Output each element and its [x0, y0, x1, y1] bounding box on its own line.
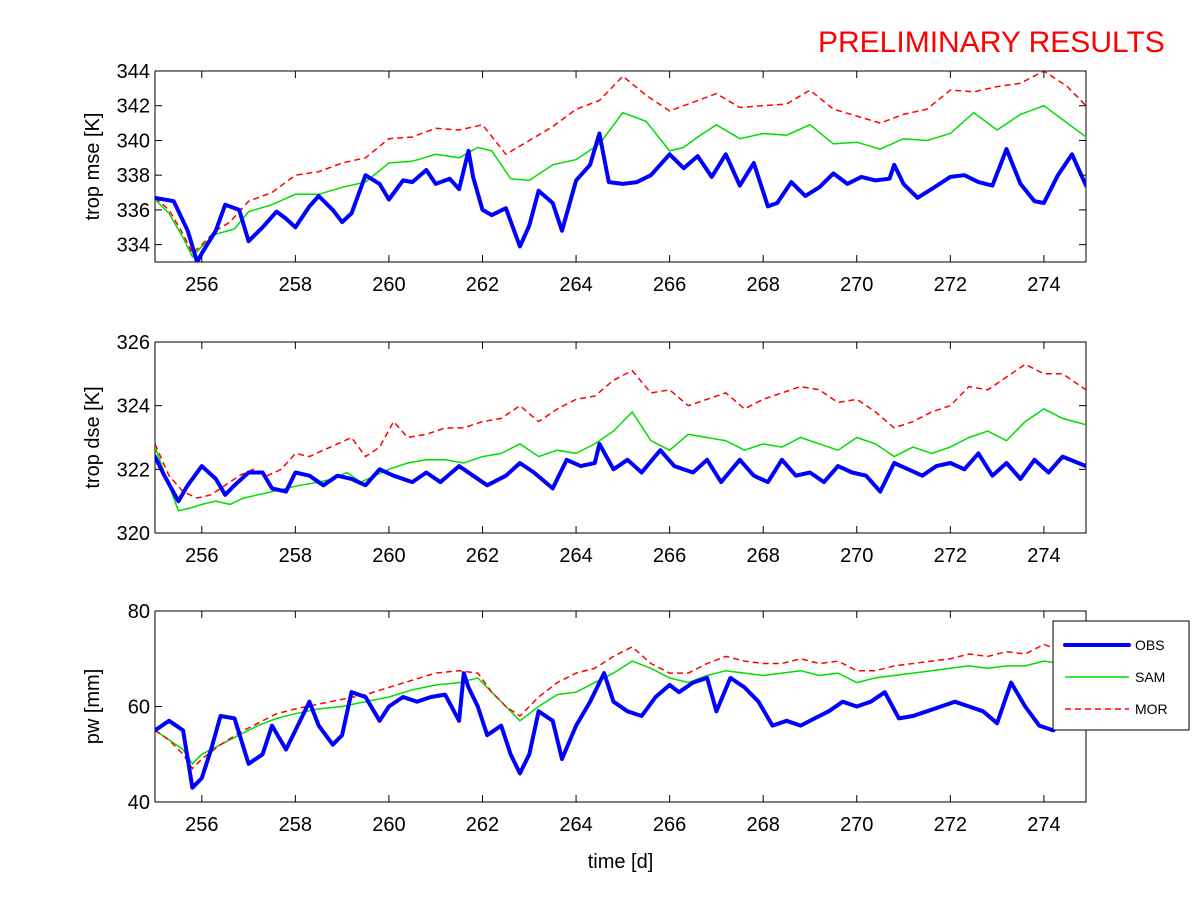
legend-label-obs: OBS — [1135, 637, 1165, 653]
series-line-obs — [155, 671, 1086, 790]
y-tick-label: 326 — [117, 332, 150, 354]
x-tick-label: 258 — [279, 274, 312, 296]
x-tick-label: 272 — [934, 545, 967, 567]
series-line-obs — [155, 131, 1086, 262]
x-axis-label: time [d] — [588, 851, 654, 873]
x-tick-label: 262 — [466, 545, 499, 567]
y-axis-label: trop dse [K] — [82, 386, 104, 488]
series-line-sam — [155, 104, 1086, 259]
x-tick-label: 268 — [747, 545, 780, 567]
series-line-mor — [155, 643, 1063, 770]
preliminary-results-banner: PRELIMINARY RESULTS — [818, 26, 1165, 59]
y-tick-label: 324 — [117, 396, 150, 418]
y-tick-label: 40 — [128, 792, 150, 814]
y-tick-label: 322 — [117, 459, 150, 481]
x-tick-label: 262 — [466, 274, 499, 296]
x-tick-label: 256 — [185, 274, 218, 296]
series-line-obs — [155, 441, 1086, 504]
x-tick-label: 266 — [653, 274, 686, 296]
series-line-mor — [155, 71, 1086, 255]
x-tick-label: 258 — [279, 545, 312, 567]
x-tick-label: 256 — [185, 545, 218, 567]
y-tick-label: 340 — [117, 130, 150, 152]
x-tick-label: 264 — [559, 545, 592, 567]
y-tick-label: 320 — [117, 523, 150, 545]
y-tick-label: 336 — [117, 200, 150, 222]
series-line-mor — [155, 363, 1086, 499]
y-tick-label: 60 — [128, 697, 150, 719]
series-group — [155, 363, 1086, 512]
x-tick-label: 274 — [1027, 274, 1060, 296]
panel-3: 256 258 260 262 264 266 268 270 272 274 40 60 80 pw [… — [82, 601, 1087, 873]
series-group — [155, 71, 1086, 262]
panel-1: 256 258 260 262 264 266 268 270 272 274 334 336 338 3… — [82, 61, 1087, 296]
x-tick-label: 260 — [372, 814, 405, 836]
panel-2: 256 258 260 262 264 266 268 270 272 274 320 322 324 3… — [82, 332, 1087, 567]
y-tick-label: 338 — [117, 165, 150, 187]
x-tick-label: 260 — [372, 545, 405, 567]
y-tick-label: 344 — [117, 61, 150, 83]
x-tick-label: 270 — [840, 274, 873, 296]
x-tick-label: 266 — [653, 814, 686, 836]
axes-frame — [154, 70, 1087, 263]
legend-box — [1052, 620, 1190, 731]
legend-label-sam: SAM — [1135, 669, 1165, 685]
y-tick-label: 342 — [117, 96, 150, 118]
x-tick-label: 274 — [1027, 814, 1060, 836]
panels-group: 256 258 260 262 264 266 268 270 272 274 334 336 338 3… — [82, 61, 1087, 873]
x-tick-label: 270 — [840, 545, 873, 567]
series-line-sam — [155, 408, 1086, 512]
x-tick-label: 260 — [372, 274, 405, 296]
x-tick-label: 256 — [185, 814, 218, 836]
legend-label-mor: MOR — [1135, 701, 1168, 717]
x-tick-label: 272 — [934, 274, 967, 296]
series-group — [155, 643, 1086, 790]
x-tick-label: 268 — [747, 274, 780, 296]
x-tick-label: 262 — [466, 814, 499, 836]
x-tick-label: 264 — [559, 274, 592, 296]
y-tick-label: 334 — [117, 235, 150, 257]
legend: OBS SAM MOR — [1052, 620, 1190, 731]
axes-frame — [154, 341, 1087, 534]
x-tick-label: 258 — [279, 814, 312, 836]
x-tick-label: 274 — [1027, 545, 1060, 567]
y-axis-label: pw [mm] — [82, 669, 104, 745]
y-tick-label: 80 — [128, 601, 150, 623]
x-tick-label: 268 — [747, 814, 780, 836]
y-axis-label: trop mse [K] — [82, 113, 104, 221]
x-tick-label: 264 — [559, 814, 592, 836]
x-tick-label: 270 — [840, 814, 873, 836]
x-tick-label: 266 — [653, 545, 686, 567]
x-tick-label: 272 — [934, 814, 967, 836]
